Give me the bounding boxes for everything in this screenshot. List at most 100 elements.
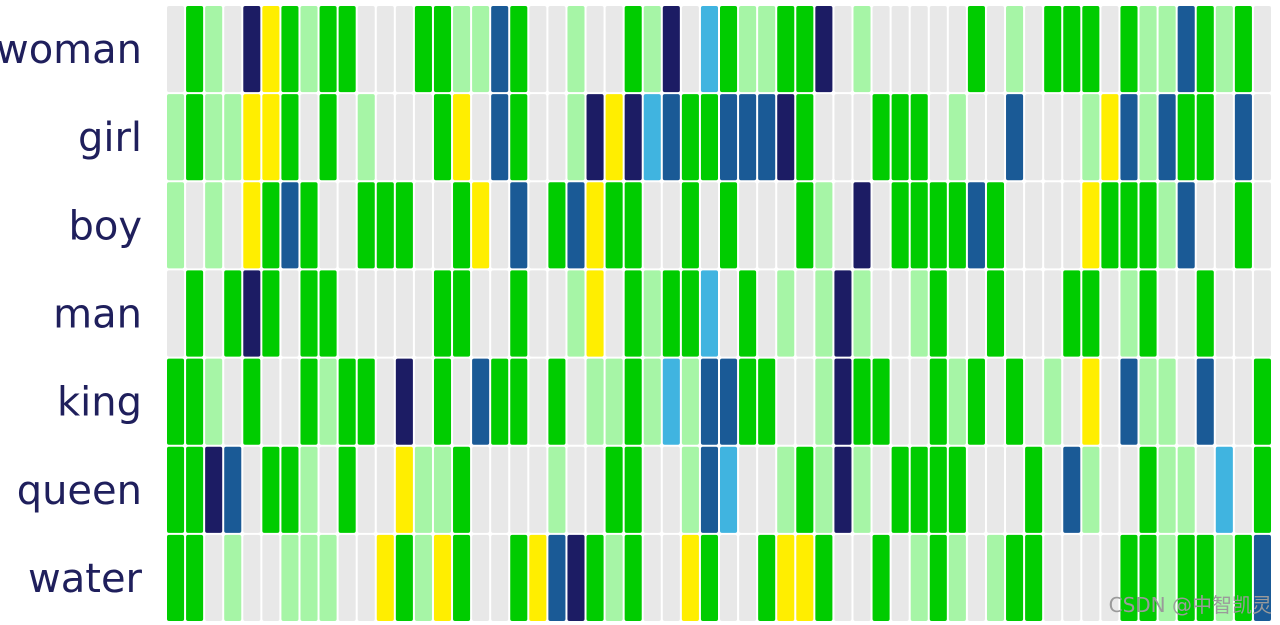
- heatmap-cell: [548, 182, 566, 269]
- heatmap-cell: [986, 6, 1005, 93]
- heatmap-cell: [986, 534, 1005, 621]
- heatmap-cell: [948, 446, 966, 533]
- heatmap-cell: [891, 6, 909, 93]
- heatmap-cell: [548, 6, 566, 93]
- heatmap-cell: [1120, 358, 1138, 445]
- heatmap-cell: [643, 534, 661, 621]
- heatmap-cell: [815, 6, 833, 93]
- heatmap-cell: [1215, 94, 1233, 181]
- heatmap-cell: [815, 446, 833, 533]
- heatmap-cell: [643, 358, 661, 445]
- heatmap-cell: [1063, 270, 1081, 357]
- heatmap-cell: [1101, 270, 1119, 357]
- heatmap-cell: [1044, 270, 1062, 357]
- heatmap-cell: [281, 182, 299, 269]
- heatmap-cell: [167, 270, 185, 357]
- heatmap-cell: [605, 94, 623, 181]
- heatmap-cell: [338, 358, 356, 445]
- heatmap-cell: [224, 270, 242, 357]
- heatmap-cell: [243, 446, 261, 533]
- heatmap-cell: [1006, 534, 1024, 621]
- heatmap-cell: [967, 446, 985, 533]
- heatmap-cell: [1215, 6, 1233, 93]
- heatmap-cell: [205, 358, 223, 445]
- heatmap-cell: [681, 270, 699, 357]
- heatmap-cell: [395, 94, 413, 181]
- heatmap-cell: [605, 534, 623, 621]
- heatmap-cell: [167, 446, 185, 533]
- heatmap-cell: [739, 94, 757, 181]
- heatmap-cell: [1082, 182, 1100, 269]
- heatmap-cell: [605, 358, 623, 445]
- heatmap-cell: [948, 6, 966, 93]
- heatmap-cell: [1177, 270, 1195, 357]
- heatmap-cell: [643, 6, 661, 93]
- heatmap-cell: [739, 6, 757, 93]
- heatmap-cell: [720, 446, 738, 533]
- heatmap-cell: [510, 94, 528, 181]
- heatmap-cell: [567, 182, 585, 269]
- heatmap-cell: [1234, 534, 1252, 621]
- heatmap-cell: [205, 270, 223, 357]
- heatmap-cell: [700, 358, 718, 445]
- heatmap-cell: [605, 6, 623, 93]
- heatmap-cell: [1177, 94, 1195, 181]
- heatmap-cell: [186, 182, 204, 269]
- heatmap-cell: [300, 270, 318, 357]
- heatmap-cell: [491, 94, 509, 181]
- heatmap-cell: [1063, 534, 1081, 621]
- heatmap-cell: [1101, 182, 1119, 269]
- heatmap-cell: [186, 534, 204, 621]
- heatmap-cell: [1006, 358, 1024, 445]
- heatmap-cell: [491, 6, 509, 93]
- heatmap-cell: [624, 534, 642, 621]
- heatmap-cell: [319, 94, 337, 181]
- heatmap-cell: [700, 94, 718, 181]
- heatmap-cell: [1025, 6, 1043, 93]
- watermark-text: CSDN @中智凯灵: [1109, 593, 1272, 617]
- heatmap-cell: [453, 182, 471, 269]
- heatmap-cell: [662, 94, 680, 181]
- heatmap-cell: [605, 182, 623, 269]
- heatmap-cell: [395, 446, 413, 533]
- heatmap-cell: [205, 182, 223, 269]
- heatmap-cell: [758, 6, 776, 93]
- heatmap-cell: [186, 94, 204, 181]
- heatmap-cell: [433, 94, 452, 181]
- heatmap-cell: [891, 182, 909, 269]
- heatmap-cell: [395, 270, 413, 357]
- heatmap-cell: [224, 6, 242, 93]
- heatmap-cell: [453, 534, 471, 621]
- heatmap-cell: [453, 446, 471, 533]
- heatmap-cell: [929, 182, 947, 269]
- heatmap-cell: [1253, 6, 1271, 93]
- heatmap-cells: [167, 6, 1271, 621]
- heatmap-cell: [872, 358, 890, 445]
- heatmap-cell: [281, 534, 299, 621]
- heatmap-cell: [167, 6, 185, 93]
- heatmap-cell: [376, 6, 394, 93]
- heatmap-cell: [529, 446, 547, 533]
- heatmap-cell: [1158, 270, 1176, 357]
- heatmap-cell: [453, 270, 471, 357]
- heatmap-cell: [1215, 446, 1233, 533]
- heatmap-cell: [281, 94, 299, 181]
- heatmap-cell: [453, 6, 471, 93]
- heatmap-cell: [967, 358, 985, 445]
- heatmap-cell: [758, 182, 776, 269]
- heatmap-cell: [1063, 94, 1081, 181]
- heatmap-cell: [414, 94, 432, 181]
- heatmap-cell: [1006, 182, 1024, 269]
- row-label-water: water: [28, 556, 143, 602]
- heatmap-cell: [986, 270, 1005, 357]
- heatmap-cell: [395, 6, 413, 93]
- heatmap-cell: [586, 6, 604, 93]
- heatmap-cell: [338, 270, 356, 357]
- heatmap-cell: [529, 358, 547, 445]
- heatmap-cell: [1101, 94, 1119, 181]
- heatmap-cell: [1253, 358, 1271, 445]
- heatmap-cell: [529, 534, 547, 621]
- heatmap-cell: [319, 358, 337, 445]
- row-label-boy: boy: [68, 203, 142, 249]
